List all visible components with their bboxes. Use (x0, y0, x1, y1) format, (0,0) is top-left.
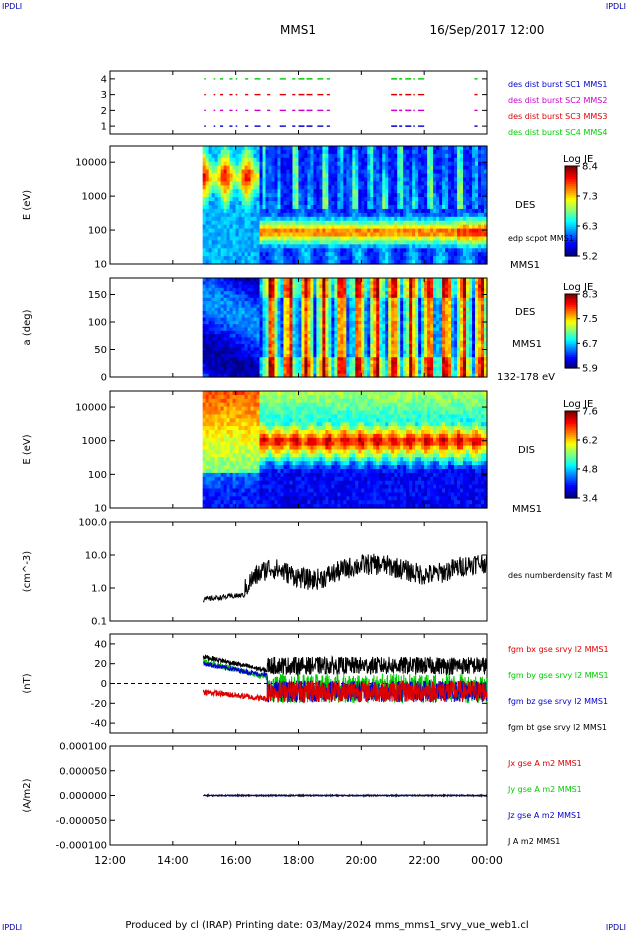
legend-burst-1: des dist burst SC2 MMS2 (508, 96, 607, 105)
colorbar-tick-label-des_energy-1: 7.3 (582, 192, 598, 203)
y-tick-label-des_energy-1: 100 (88, 226, 107, 237)
heatmap-des_energy (203, 146, 488, 265)
panel-frame-burst (110, 71, 487, 134)
legend-burst-2: des dist burst SC3 MMS3 (508, 112, 607, 121)
legend-burst-0: des dist burst SC1 MMS1 (508, 80, 607, 89)
y-tick-label-burst-0: 1 (101, 122, 107, 133)
y-axis-label-des_energy: E (eV) (22, 190, 33, 220)
y-tick-label-burst-3: 4 (101, 74, 107, 85)
colorbar-tick-label-des_energy-0: 8.4 (582, 162, 598, 173)
date-title: 16/Sep/2017 12:00 (430, 23, 545, 37)
y-tick-label-des_energy-3: 10000 (75, 158, 107, 169)
heatmap-des_pitch (203, 278, 488, 378)
y-tick-label-des_energy-2: 1000 (82, 192, 107, 203)
colorbar-tick-label-des_energy-2: 6.3 (582, 222, 598, 233)
corner-label-top-right: IPDLI (606, 2, 626, 11)
right-label-des_energy-0: DES (515, 200, 535, 211)
mission-title: MMS1 (280, 23, 316, 37)
y-tick-label-des_energy-0: 10 (94, 260, 107, 271)
y-tick-label-burst-1: 2 (101, 106, 107, 117)
right-label-des_energy-2: MMS1 (510, 260, 540, 271)
corner-label-top-left: IPDLI (2, 2, 22, 11)
colorbar-tick-label-des_energy-3: 5.2 (582, 252, 598, 263)
corner-label-bottom-left: IPDLI (2, 923, 22, 932)
corner-label-bottom-right: IPDLI (606, 923, 626, 932)
y-tick-label-burst-2: 3 (101, 90, 107, 101)
legend-burst-3: des dist burst SC4 MMS4 (508, 128, 607, 137)
panels: 1 2 3 4 des dist burst SC1 MMS1 des dist burs… (22, 71, 612, 852)
right-label-des_energy-1: edp scpot MMS1 (508, 234, 574, 243)
